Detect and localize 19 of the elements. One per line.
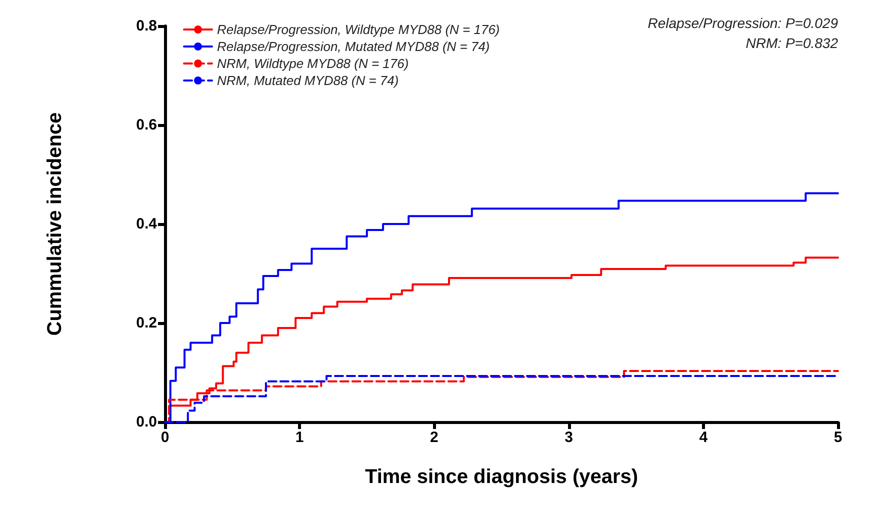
x-tick-label: 2 [430, 429, 438, 446]
x-tick-label: 5 [834, 429, 842, 446]
x-tick-label: 3 [564, 429, 573, 446]
y-tick-label: 0.6 [136, 116, 157, 134]
legend-label: Relapse/Progression, Mutated MYD88 (N = 74) [217, 39, 490, 54]
legend-label: NRM, Wildtype MYD88 (N = 176) [217, 56, 409, 71]
annotation: NRM: P=0.832 [746, 35, 838, 51]
y-axis-title: Cummulative incidence [44, 112, 66, 336]
y-tick-label: 0.0 [136, 414, 157, 430]
y-tick-label: 0.8 [136, 18, 157, 34]
x-tick-label: 1 [295, 429, 304, 446]
annotation: Relapse/Progression: P=0.029 [648, 15, 838, 31]
y-tick-label: 0.2 [136, 314, 157, 332]
legend-label: Relapse/Progression, Wildtype MYD88 (N = 176) [217, 22, 500, 37]
y-tick-label: 0.4 [136, 216, 158, 232]
legend-label: NRM, Mutated MYD88 (N = 74) [217, 73, 399, 88]
x-tick-label: 4 [699, 429, 708, 446]
x-axis-title: Time since diagnosis (years) [364, 466, 638, 488]
x-tick-label: 0 [160, 429, 170, 446]
